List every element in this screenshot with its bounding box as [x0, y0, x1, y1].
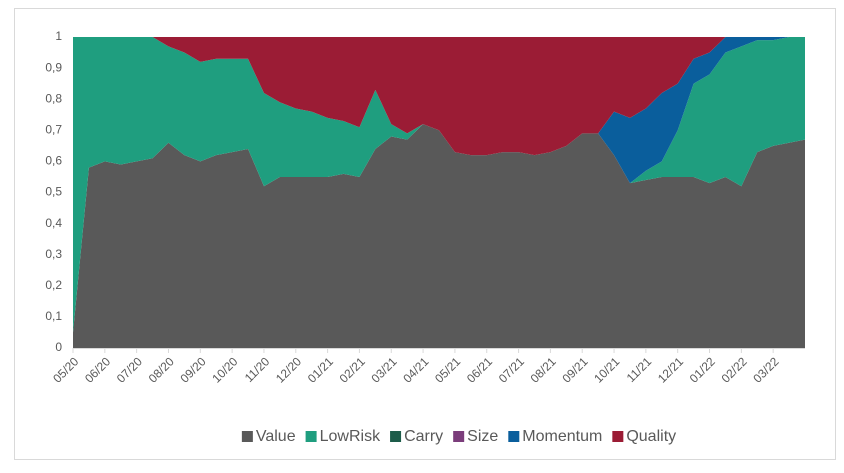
- y-tick-label: 0,2: [45, 278, 62, 292]
- y-tick-label: 0,7: [45, 122, 62, 136]
- legend-swatch: [241, 431, 253, 442]
- area: [73, 37, 805, 184]
- legend-swatch: [305, 431, 317, 442]
- y-tick-label: 0,3: [45, 247, 62, 261]
- y-tick-label: 0,1: [45, 309, 62, 323]
- y-tick-label: 0,6: [45, 154, 62, 168]
- y-tick-label: 0,9: [45, 60, 62, 74]
- legend-label: Quality: [626, 428, 676, 445]
- area: [73, 37, 805, 333]
- y-tick-label: 0: [55, 340, 62, 354]
- area: [73, 124, 805, 348]
- legend-swatch: [612, 431, 624, 442]
- legend-label: Size: [467, 428, 498, 445]
- y-tick-label: 0,4: [45, 216, 62, 230]
- y-tick-label: 0,5: [45, 185, 62, 199]
- area: [73, 37, 805, 156]
- legend-label: Carry: [404, 428, 443, 445]
- legend-swatch: [453, 431, 465, 442]
- y-tick-label: 1: [55, 29, 62, 43]
- y-tick-label: 0,8: [45, 91, 62, 105]
- legend-swatch: [390, 431, 402, 442]
- legend-swatch: [508, 431, 520, 442]
- legend-label: Value: [256, 428, 296, 445]
- legend-label: Momentum: [522, 428, 602, 445]
- legend-label: LowRisk: [320, 428, 381, 445]
- legend: Value LowRisk Carry Size Momentum Quality: [241, 428, 676, 445]
